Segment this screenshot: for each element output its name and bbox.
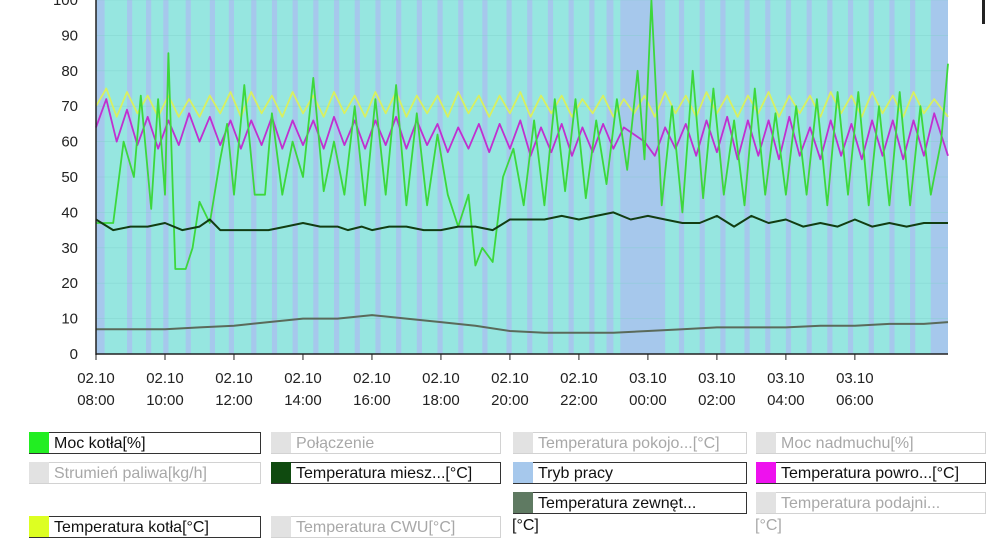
series-line-3	[95, 211, 948, 232]
legend-swatch	[271, 432, 291, 453]
x-axis-ticks: 02.10 08:00 02.10 10:00 02.10 12:00 02.10 14:00…	[77, 354, 874, 409]
legend-item-0-0[interactable]: Moc kotła[%]	[29, 432, 261, 454]
x-tick-date-11: 03.10	[836, 370, 874, 387]
series-lines	[95, 0, 949, 334]
x-tick-time-6: 20:00	[491, 392, 529, 409]
legend-swatch	[271, 516, 291, 537]
x-tick-time-0: 08:00	[77, 392, 115, 409]
legend-label: Moc nadmuchu[%]	[781, 435, 914, 452]
series-line-1	[95, 98, 949, 161]
legend-swatch	[513, 432, 533, 453]
x-tick-time-5: 18:00	[422, 392, 460, 409]
legend-label: Temperatura miesz...[°C]	[296, 465, 473, 482]
legend-swatch	[29, 516, 49, 537]
y-tick-label-40: 40	[61, 204, 78, 221]
legend-label: Temperatura kotła[°C]	[54, 519, 209, 536]
legend-label: Temperatura CWU[°C]	[296, 519, 456, 536]
x-tick-time-1: 10:00	[146, 392, 184, 409]
grid-lines	[96, 0, 948, 319]
legend-swatch	[756, 492, 776, 513]
y-tick-label-90: 90	[61, 27, 78, 44]
legend-label: Połączenie	[296, 435, 375, 452]
legend-swatch	[756, 462, 776, 483]
legend-swatch	[29, 462, 49, 483]
y-tick-label-50: 50	[61, 169, 78, 186]
legend-item-0-2[interactable]: Temperatura pokojo...[°C]	[513, 432, 747, 454]
y-tick-label-10: 10	[61, 311, 78, 328]
legend-swatch	[513, 492, 533, 513]
legend-item-0-3[interactable]: Moc nadmuchu[%]	[756, 432, 986, 454]
legend-item-2-1[interactable]: Temperatura podajni... [°C]	[755, 492, 986, 534]
x-tick-time-4: 16:00	[353, 392, 391, 409]
legend-swatch	[271, 462, 291, 483]
x-tick-date-10: 03.10	[767, 370, 805, 387]
legend-item-1-2[interactable]: Tryb pracy	[513, 462, 747, 484]
x-tick-date-1: 02.10	[146, 370, 184, 387]
x-tick-time-9: 02:00	[698, 392, 736, 409]
chart: 0 10 20 30 40 50 60 70 80 90 100 02.10 08:00 02.10 10…	[53, 0, 949, 409]
x-tick-date-5: 02.10	[422, 370, 460, 387]
legend-label: Temperatura zewnęt...	[538, 495, 697, 512]
legend-item-1-0[interactable]: Strumień paliwa[kg/h]	[29, 462, 261, 484]
legend-item-0-1[interactable]: Połączenie	[271, 432, 501, 454]
legend-label-suffix: [°C]	[512, 517, 539, 534]
legend-item-2-0[interactable]: Temperatura zewnęt... [°C]	[512, 492, 747, 534]
series-line-0	[95, 87, 949, 118]
x-tick-date-0: 02.10	[77, 370, 115, 387]
x-tick-time-7: 22:00	[560, 392, 598, 409]
legend-item-1-1[interactable]: Temperatura miesz...[°C]	[271, 462, 501, 484]
legend-label: Strumień paliwa[kg/h]	[54, 465, 207, 482]
legend-swatch	[29, 432, 49, 453]
x-tick-date-9: 03.10	[698, 370, 736, 387]
y-tick-label-20: 20	[61, 275, 78, 292]
y-tick-label-60: 60	[61, 134, 78, 151]
y-tick-label-80: 80	[61, 63, 78, 80]
y-tick-label-100: 100	[53, 0, 78, 9]
legend-label-suffix: [°C]	[755, 517, 782, 534]
y-axis-ticks: 0 10 20 30 40 50 60 70 80 90 100	[53, 0, 78, 363]
x-tick-time-3: 14:00	[284, 392, 322, 409]
x-tick-date-4: 02.10	[353, 370, 391, 387]
y-tick-label-0: 0	[70, 346, 78, 363]
x-tick-time-2: 12:00	[215, 392, 253, 409]
y-tick-label-30: 30	[61, 240, 78, 257]
x-tick-time-10: 04:00	[767, 392, 805, 409]
legend-label: Temperatura podajni...	[781, 495, 941, 512]
legend-label: Temperatura powro...[°C]	[781, 465, 960, 482]
window-edge	[982, 0, 985, 24]
legend-label: Temperatura pokojo...[°C]	[538, 435, 720, 452]
x-tick-date-7: 02.10	[560, 370, 598, 387]
x-tick-date-3: 02.10	[284, 370, 322, 387]
x-tick-date-6: 02.10	[491, 370, 529, 387]
legend-item-1-3[interactable]: Temperatura powro...[°C]	[756, 462, 986, 484]
legend-label: Moc kotła[%]	[54, 435, 146, 452]
legend-label: Tryb pracy	[538, 465, 613, 482]
x-tick-date-2: 02.10	[215, 370, 253, 387]
legend-swatch	[756, 432, 776, 453]
axes	[95, 0, 948, 355]
legend-item-3-0[interactable]: Temperatura kotła[°C]	[29, 516, 261, 538]
legend-swatch	[513, 462, 533, 483]
series-line-2	[96, 0, 949, 270]
series-line-4	[96, 314, 949, 334]
x-tick-time-8: 00:00	[629, 392, 667, 409]
y-tick-label-70: 70	[61, 98, 78, 115]
x-tick-date-8: 03.10	[629, 370, 667, 387]
legend-item-3-1[interactable]: Temperatura CWU[°C]	[271, 516, 501, 538]
x-tick-time-11: 06:00	[836, 392, 874, 409]
